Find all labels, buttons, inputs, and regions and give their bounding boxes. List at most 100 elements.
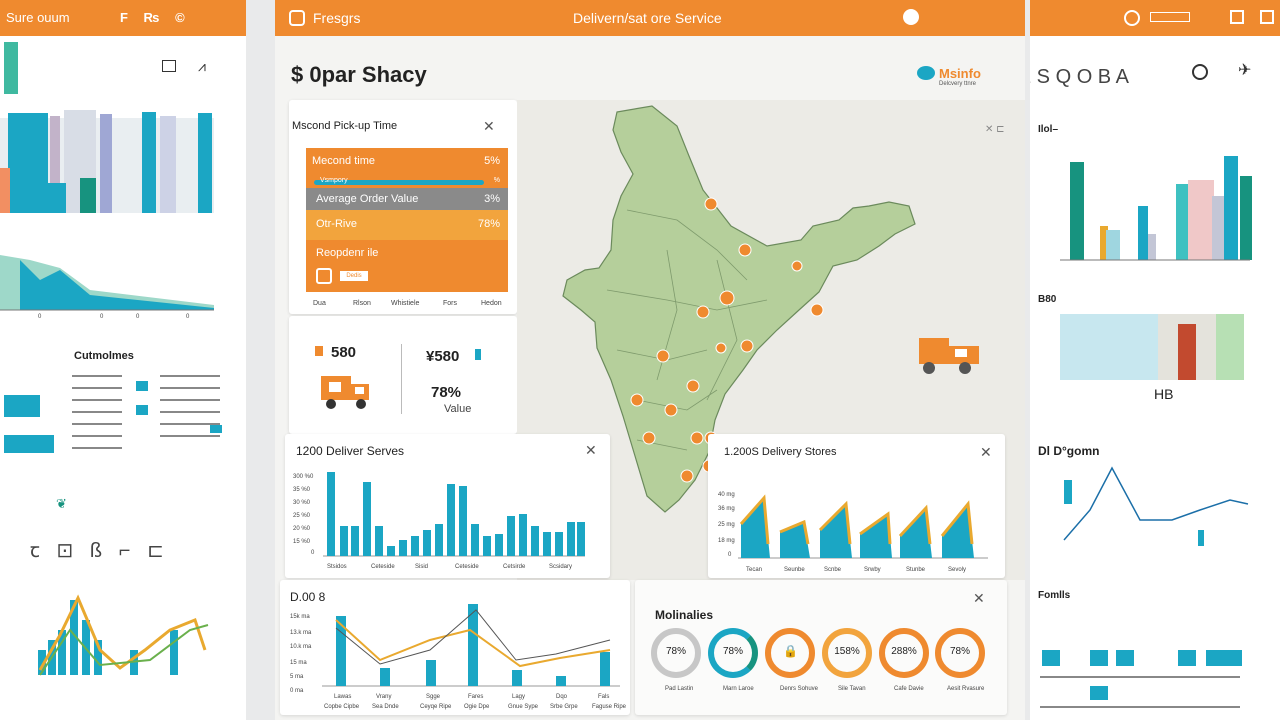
pickup-row[interactable]: Mecond time 5% [306, 148, 508, 176]
donut-value: 288% [891, 646, 917, 657]
left-table-chart [4, 375, 222, 453]
molinalies-title: Molinalies [655, 608, 714, 622]
kpi-divider [401, 344, 402, 414]
bottom-chart-title: D.00 8 [290, 590, 326, 604]
icon-row[interactable]: ꞇ ⊡ ß ⌐ ⊏ [30, 540, 164, 562]
right-heat-chart [1060, 314, 1244, 380]
right-title-3: Dl D°gomn [1038, 444, 1100, 458]
close-icon[interactable]: ✕ [585, 442, 597, 458]
leaf-icon: ❦ [56, 496, 67, 511]
pickup-row[interactable]: Average Order Value 3% [306, 188, 508, 210]
y-tick: 40 mg [718, 492, 735, 498]
left-tick: 0 [38, 314, 42, 320]
x-subtick: Sea Dnde [372, 704, 399, 710]
settings-icon[interactable] [1124, 10, 1140, 26]
x-subtick: Ogie Dpe [464, 704, 490, 710]
axis-label: Hedon [481, 300, 502, 307]
x-subtick: Faguse Ripe [592, 704, 627, 710]
x-tick: Ceteside [455, 564, 479, 570]
x-tick: Sgge [426, 694, 441, 700]
right-misc: HB [1154, 386, 1174, 402]
left-tick: 0 [186, 314, 190, 320]
pickup-row[interactable]: Reopdenr ile Dedis [306, 240, 508, 292]
minimize-icon[interactable] [162, 60, 176, 72]
x-tick: Sevoly [948, 567, 967, 573]
msinfo-logo-icon [917, 66, 935, 80]
window-icon[interactable] [1230, 10, 1244, 24]
page-code: 1 S Q O B A [1030, 66, 1129, 88]
left-area-chart [0, 255, 214, 311]
search-field-icon[interactable] [1150, 12, 1190, 22]
y-tick: 15 ma [290, 660, 307, 666]
donut-label: Marn Laroe [723, 686, 754, 692]
right-dashboard-panel: 1 S Q O B A ✈ Ilol– B80 HB Dl D°gomn Fom… [1030, 0, 1280, 720]
kpi-value: ¥580 [426, 348, 460, 365]
close-icon[interactable]: ✕ [980, 444, 992, 460]
donut-label: Pad Lastin [665, 686, 694, 692]
svg-text:✕ ⊏: ✕ ⊏ [985, 124, 1005, 135]
x-tick: Seunbe [784, 567, 805, 573]
x-tick: Sisid [415, 564, 429, 570]
donut-gauge [765, 628, 815, 678]
kpi-value: 78% [431, 384, 462, 401]
right-bar-chart [1060, 156, 1252, 261]
close-icon[interactable]: ✕ [973, 590, 985, 606]
x-subtick: Ceyqe Ripe [420, 704, 452, 710]
accent-stripe [4, 42, 18, 94]
msinfo-sub: Delcvery ttnre [939, 81, 977, 87]
window-icon[interactable] [1260, 10, 1274, 24]
page-title: $ 0par Shacy [291, 62, 427, 87]
donut-gauge [935, 628, 985, 678]
pickup-time-card: Mscond Pick-up Time ✕ Mecond time 5% Vsm… [289, 100, 517, 314]
y-tick: 0 [311, 550, 315, 556]
x-tick: Tecan [746, 567, 763, 573]
y-tick: 13.k ma [290, 630, 312, 636]
y-tick: 18 mg [718, 538, 735, 544]
donut-gauge [651, 628, 701, 678]
clock-icon[interactable] [903, 9, 919, 25]
y-tick: 30 %0 [293, 500, 311, 506]
y-tick: 25 mg [718, 522, 735, 528]
store-icon [316, 268, 332, 284]
x-subtick: Srbe Grpe [550, 704, 578, 710]
x-tick: Dqo [556, 694, 568, 700]
bottom-combo-chart-card: D.00 8 15k ma 13.k ma 10.k ma 15 ma 5 ma… [280, 580, 630, 715]
map-truck-icon [919, 338, 979, 374]
msinfo-logo: Msinfo [939, 66, 981, 81]
right-table [1040, 650, 1242, 708]
close-icon[interactable]: ✕ [483, 118, 495, 134]
left-tick: 0 [100, 314, 104, 320]
chart-icon[interactable]: ⩘ [198, 58, 206, 74]
y-tick: 300 %0 [293, 474, 314, 480]
kpi-marker [475, 349, 481, 360]
donut-value: 78% [665, 646, 686, 657]
donut-label: Cafe Davie [894, 686, 924, 692]
deliver-bar-chart [323, 472, 585, 557]
x-tick: Scsidary [549, 564, 573, 570]
brand-name[interactable]: Fresgrs [313, 10, 361, 26]
left-header-icons[interactable]: F ₨ © [120, 10, 191, 25]
kpi-value: 580 [331, 344, 357, 361]
y-tick: 0 ma [290, 688, 304, 694]
details-button[interactable]: Dedis [340, 271, 368, 281]
x-tick: Fares [468, 694, 484, 700]
molinalies-card: Molinalies ✕ 78% Pad Lastin 78% Marn Lar… [635, 580, 1007, 715]
plane-icon[interactable]: ✈ [1238, 62, 1252, 79]
donut-label: Aesit Rvasure [947, 686, 985, 692]
service-title: Delivern/sat ore Service [573, 10, 722, 26]
top-nav-bar: Fresgrs Delivern/sat ore Service [275, 0, 1025, 36]
right-title-4: Fomlls [1038, 590, 1071, 601]
deliver-card-title: 1200 Deliver Serves [296, 444, 405, 458]
x-tick: Fals [598, 694, 610, 700]
delivery-stores-card: 1.200S Delivery Stores ✕ 40 mg 36 mg 25 … [708, 434, 1005, 578]
y-tick: 25 %0 [293, 513, 311, 519]
pickup-row[interactable]: Vsmpory % [306, 176, 508, 188]
y-tick: 5 ma [290, 674, 304, 680]
pickup-row[interactable]: Otr-Rive 78% [306, 210, 508, 240]
x-tick: Vrany [376, 694, 392, 700]
theme-toggle-icon[interactable] [1192, 64, 1208, 80]
right-line-chart [1063, 466, 1249, 546]
donut-gauge [822, 628, 872, 678]
x-tick: Ceteside [371, 564, 395, 570]
left-header-title: Sure ouum [6, 10, 70, 25]
